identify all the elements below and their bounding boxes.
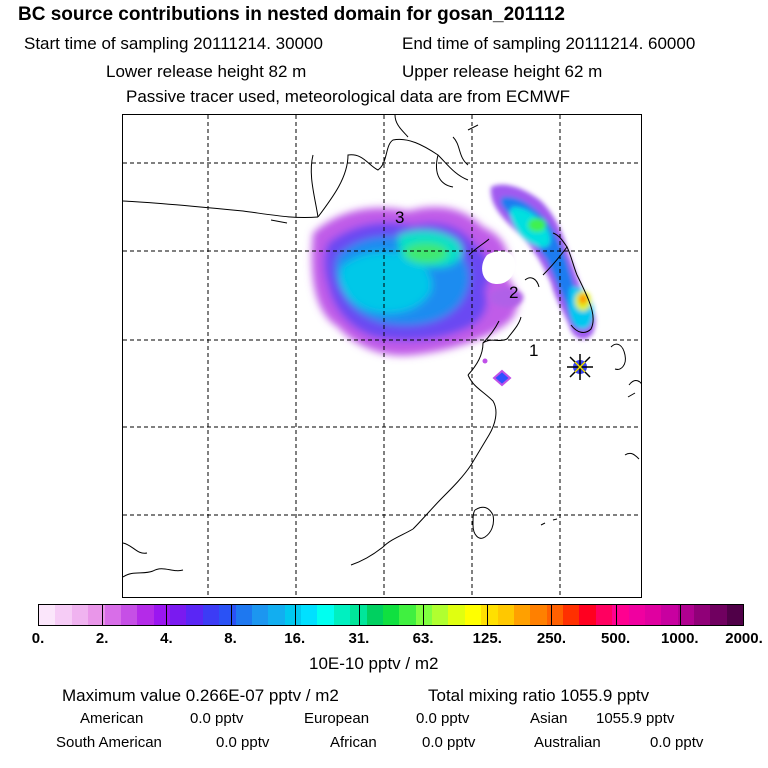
colorbar-tick-label: 500.	[601, 630, 631, 647]
colorbar-divider	[487, 604, 489, 626]
american-value: 0.0 pptv	[190, 710, 244, 727]
region-label-3: 3	[395, 208, 404, 227]
lower-release-label: Lower release height 82 m	[106, 62, 307, 81]
colorbar-swatch	[104, 605, 121, 625]
colorbar-swatch	[710, 605, 727, 625]
colorbar-swatch	[448, 605, 465, 625]
total-mixing-label: Total mixing ratio 1055.9 pptv	[428, 686, 650, 705]
colorbar-unit: 10E-10 pptv / m2	[309, 654, 439, 673]
colorbar-tick-label: 8.	[224, 630, 237, 647]
colorbar-tick-label: 250.	[536, 630, 567, 647]
grid-lines	[123, 115, 641, 597]
colorbar-swatch	[694, 605, 711, 625]
colorbar-swatch	[39, 605, 56, 625]
colorbar-swatch	[513, 605, 531, 625]
start-time-label: Start time of sampling 20111214. 30000	[24, 34, 323, 53]
region-label-2: 2	[509, 283, 518, 302]
colorbar-tick-label: 0.	[31, 630, 45, 647]
colorbar-swatch	[481, 605, 498, 625]
australian-label: Australian	[534, 734, 601, 751]
colorbar-divider	[166, 604, 168, 626]
map-canvas: 1 2 3	[123, 115, 641, 597]
asian-value: 1055.9 pptv	[596, 710, 675, 727]
colorbar-tick-label: 2000.	[725, 630, 763, 647]
plume-west	[311, 207, 518, 356]
colorbar-swatch	[268, 605, 285, 625]
colorbar-swatch	[202, 605, 220, 625]
colorbar-swatch	[186, 605, 203, 625]
australian-value: 0.0 pptv	[650, 734, 704, 751]
colorbar-swatch	[644, 605, 662, 625]
colorbar-swatch	[432, 605, 449, 625]
colorbar-divider	[423, 604, 425, 626]
colorbar-swatch	[530, 605, 547, 625]
colorbar-swatch	[612, 605, 629, 625]
colorbar-tick-label: 31.	[348, 630, 370, 647]
max-value-label: Maximum value 0.266E-07 pptv / m2	[62, 686, 339, 705]
colorbar-swatch	[170, 605, 187, 625]
colorbar-swatch	[497, 605, 514, 625]
colorbar-swatch	[88, 605, 105, 625]
colorbar-tick-label: 2.	[95, 630, 109, 647]
colorbar-swatch	[219, 605, 236, 625]
colorbar-swatch	[55, 605, 72, 625]
colorbar-swatch	[661, 605, 678, 625]
colorbar-tick-label: 63.	[412, 630, 434, 647]
colorbar-swatch	[382, 605, 400, 625]
colorbar-swatch	[464, 605, 482, 625]
colorbar-swatch	[628, 605, 645, 625]
colorbar-swatch	[120, 605, 138, 625]
american-label: American	[80, 710, 144, 727]
colorbar-swatch	[546, 605, 563, 625]
colorbar-divider	[294, 604, 296, 626]
african-label: African	[330, 734, 377, 751]
colorbar-divider	[230, 604, 232, 626]
map-panel: 1 2 3	[122, 114, 642, 598]
colorbar-tick-label: 16.	[284, 630, 306, 647]
colorbar-swatch	[284, 605, 301, 625]
colorbar-divider	[102, 604, 104, 626]
colorbar-swatch	[366, 605, 383, 625]
colorbar-divider	[679, 604, 681, 626]
colorbar-swatch	[317, 605, 334, 625]
african-value: 0.0 pptv	[422, 734, 476, 751]
upper-release-label: Upper release height 62 m	[402, 62, 603, 81]
hotspot	[492, 369, 512, 387]
plot-title: BC source contributions in nested domain…	[18, 4, 565, 25]
colorbar-swatch	[333, 605, 351, 625]
colorbar-swatch	[251, 605, 269, 625]
colorbar-swatch	[235, 605, 252, 625]
region-label-1: 1	[529, 341, 538, 360]
colorbar-swatch	[71, 605, 89, 625]
plume-east	[490, 184, 596, 340]
colorbar-swatch	[595, 605, 613, 625]
asian-label: Asian	[530, 710, 568, 727]
tracer-note: Passive tracer used, meteorological data…	[126, 87, 571, 106]
european-value: 0.0 pptv	[416, 710, 470, 727]
star-icon	[567, 354, 593, 380]
south-american-value: 0.0 pptv	[216, 734, 270, 751]
colorbar-swatch	[677, 605, 694, 625]
colorbar-swatch	[579, 605, 596, 625]
colorbar-divider	[615, 604, 617, 626]
colorbar-swatch	[301, 605, 318, 625]
colorbar-swatch	[137, 605, 154, 625]
colorbar-divider	[551, 604, 553, 626]
colorbar-swatch	[399, 605, 416, 625]
colorbar-swatch	[563, 605, 580, 625]
colorbar-swatch	[350, 605, 367, 625]
colorbar-swatch	[153, 605, 170, 625]
plume-small	[489, 287, 524, 308]
colorbar-tick-label: 1000.	[661, 630, 699, 647]
colorbar	[38, 604, 744, 626]
colorbar-swatch	[726, 605, 744, 625]
colorbar-tick-label: 4.	[160, 630, 173, 647]
colorbar-divider	[358, 604, 360, 626]
european-label: European	[304, 710, 370, 727]
south-american-label: South American	[56, 734, 162, 751]
end-time-label: End time of sampling 20111214. 60000	[402, 34, 696, 53]
colorbar-tick-label: 125.	[472, 630, 502, 647]
